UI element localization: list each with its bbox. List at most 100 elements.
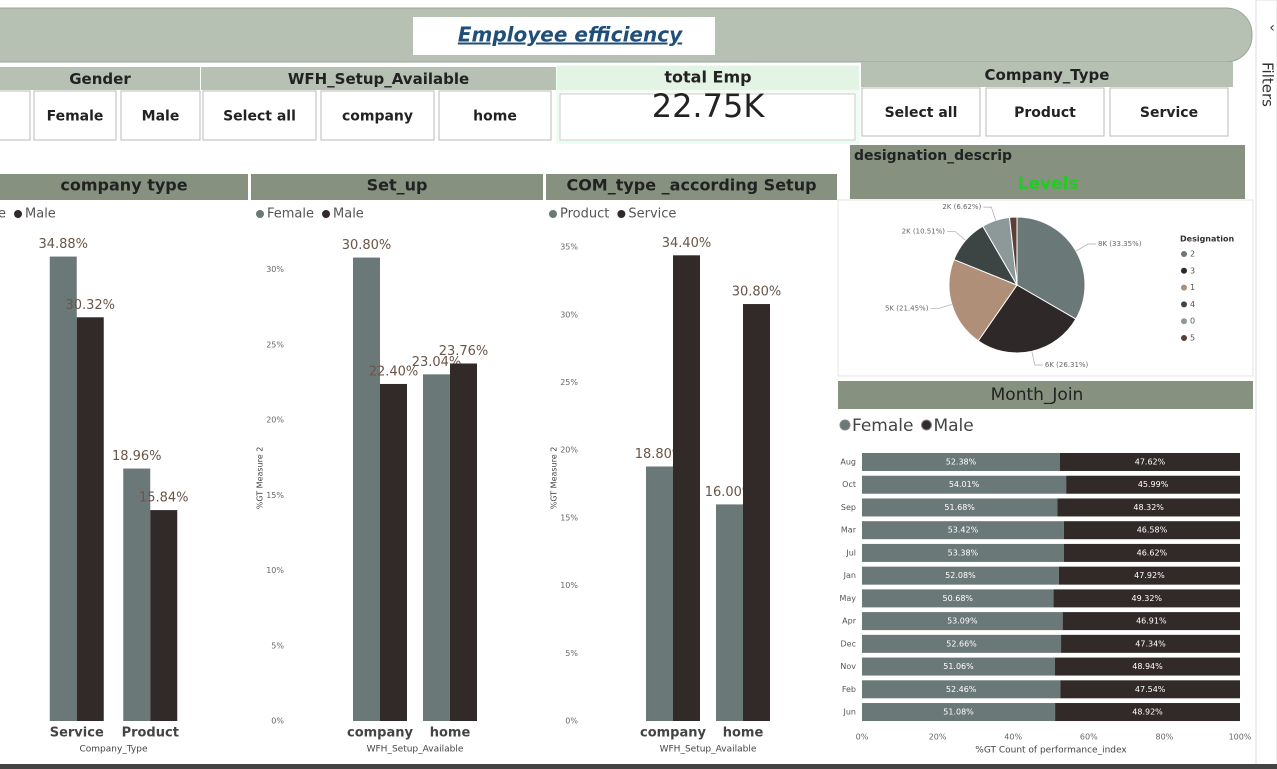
chart-subtitle: Levels: [1018, 174, 1079, 194]
slicer-button[interactable]: [861, 87, 981, 137]
data-label: 48.32%: [1133, 503, 1164, 512]
bar: [150, 510, 178, 721]
bar-segment: [1055, 703, 1240, 722]
legend-marker: [1181, 335, 1187, 341]
legend-label: Female: [0, 207, 6, 222]
filters-label[interactable]: Filters: [1259, 62, 1277, 107]
legend-label: Male: [933, 416, 973, 436]
x-tick-label: home: [723, 726, 764, 741]
x-tick-label: 80%: [1156, 733, 1174, 742]
slicer-item[interactable]: Product: [1014, 105, 1076, 121]
legend-label: Female: [852, 416, 913, 436]
legend-label: Female: [267, 207, 314, 222]
data-label: 16.00%: [705, 485, 755, 500]
y-tick-label: 35%: [560, 243, 578, 252]
slicer-button[interactable]: [320, 90, 435, 141]
data-label: 52.46%: [946, 685, 977, 694]
slicer-button[interactable]: [0, 90, 31, 141]
data-label: 51.08%: [943, 708, 974, 717]
slicer-item[interactable]: Select all: [223, 109, 296, 125]
legend-label: Male: [25, 207, 56, 222]
card-header: [557, 66, 859, 90]
slicer-item[interactable]: Select all: [885, 105, 958, 121]
bar-segment: [1066, 475, 1240, 494]
data-label: 30.80%: [732, 285, 782, 300]
slicer-item[interactable]: Service: [1140, 105, 1198, 121]
slicer-item[interactable]: Female: [47, 109, 104, 125]
bar-segment: [1057, 498, 1240, 517]
data-label: 49.32%: [1132, 594, 1163, 603]
bar: [380, 383, 407, 721]
data-label: 23.04%: [412, 355, 462, 370]
bottom-bar: [0, 764, 1277, 769]
x-tick-label: 0%: [856, 733, 869, 742]
bar-segment: [862, 475, 1067, 494]
legend-title: Designation: [1180, 235, 1234, 244]
legend-label: 1: [1190, 283, 1195, 292]
bar-segment: [1062, 612, 1240, 631]
y-tick-label: Mar: [841, 526, 857, 535]
month-header: [838, 381, 1253, 409]
data-label: 18.96%: [112, 449, 162, 464]
bar-segment: [1061, 634, 1240, 653]
chart-title: COM_type _according Setup: [566, 176, 816, 195]
x-tick-label: Product: [122, 726, 179, 741]
bar-segment: [862, 703, 1056, 722]
y-tick-label: 5%: [565, 649, 578, 658]
slicer-title: Company_Type: [985, 66, 1110, 84]
chart-header: [251, 174, 543, 200]
data-label: 23.76%: [439, 344, 489, 359]
slicer-button[interactable]: [985, 87, 1105, 137]
legend-marker: [1181, 284, 1187, 291]
data-label: 50.68%: [943, 594, 974, 603]
y-tick-label: 10%: [560, 581, 578, 590]
data-label: 48.92%: [1132, 708, 1163, 717]
y-tick-label: Jul: [845, 548, 856, 557]
y-tick-label: 15%: [266, 491, 284, 500]
chart-title: Set_up: [367, 176, 428, 195]
bar: [423, 374, 450, 721]
bar-segment: [1063, 521, 1240, 540]
data-label: 52.08%: [945, 571, 976, 580]
legend-label: Male: [333, 207, 364, 222]
bar: [76, 317, 104, 721]
slicer-item[interactable]: Male: [142, 109, 180, 125]
x-tick-label: Service: [50, 726, 104, 741]
legend-label: 3: [1190, 266, 1195, 275]
y-tick-label: 30%: [560, 310, 578, 319]
x-axis-title: WFH_Setup_Available: [367, 745, 464, 755]
collapse-icon[interactable]: ‹: [1269, 20, 1275, 36]
bar-segment: [862, 453, 1060, 471]
slicer-button[interactable]: [120, 90, 201, 141]
y-tick-label: Apr: [842, 617, 857, 626]
data-label: 30.80%: [342, 238, 392, 253]
legend-label: 2: [1190, 250, 1195, 259]
chart-header: [546, 174, 837, 200]
bar: [450, 363, 477, 721]
legend-label: Service: [628, 207, 676, 222]
slicer-item[interactable]: company: [342, 109, 413, 125]
data-label: 53.38%: [948, 548, 979, 557]
x-axis-title: WFH_Setup_Available: [660, 745, 757, 755]
bar-segment: [862, 566, 1059, 585]
legend-label: Product: [560, 207, 609, 222]
data-label: 45.99%: [1138, 480, 1169, 489]
data-label: 46.58%: [1137, 526, 1168, 535]
y-tick-label: 20%: [560, 446, 578, 455]
y-tick-label: Dec: [841, 639, 856, 648]
data-label: 52.66%: [946, 639, 977, 648]
slicer-button[interactable]: [438, 90, 552, 141]
legend-marker: [14, 210, 23, 218]
legend-marker: [1181, 318, 1187, 325]
slicer-button[interactable]: [33, 90, 117, 141]
data-label: 30.32%: [65, 298, 115, 313]
leader-line: [947, 230, 966, 241]
y-tick-label: Sep: [841, 503, 856, 512]
slicer-button[interactable]: [1109, 87, 1229, 137]
slicer-item[interactable]: home: [473, 109, 517, 125]
bar: [49, 256, 77, 721]
filters-pane[interactable]: [1255, 0, 1277, 769]
slicer-button[interactable]: [202, 90, 317, 141]
y-tick-label: 30%: [266, 265, 284, 274]
leader-line: [1075, 243, 1097, 252]
